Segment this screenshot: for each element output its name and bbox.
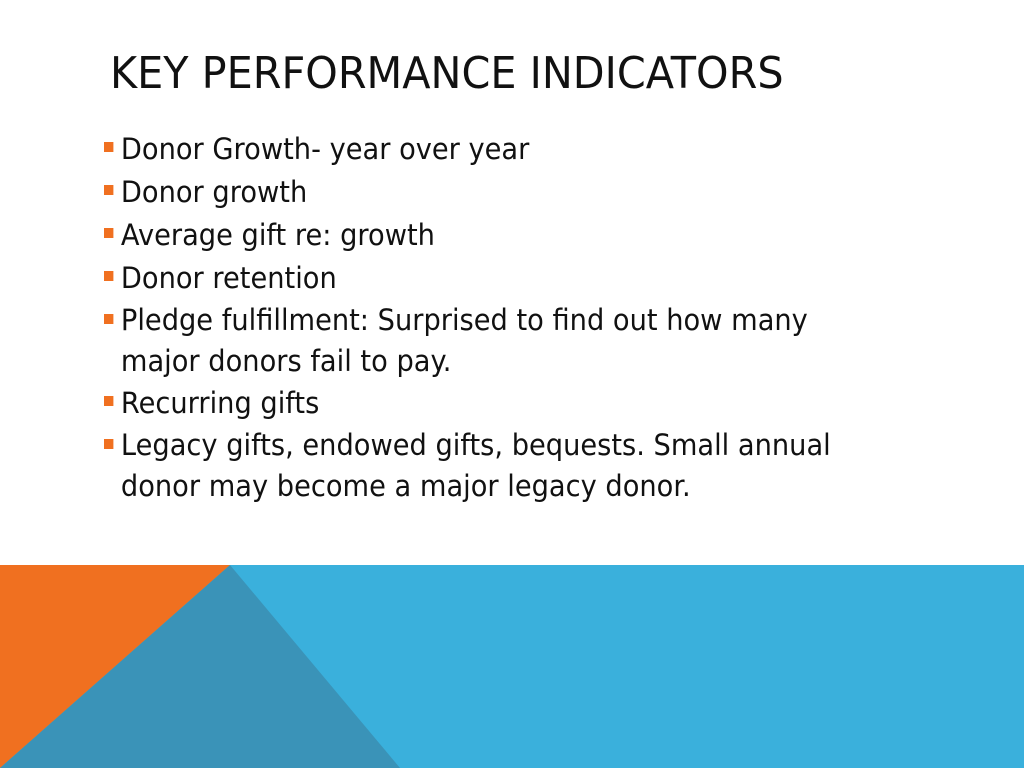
square-bullet-icon <box>104 396 114 406</box>
bullet-item-average-gift: Average gift re: growth <box>104 214 875 257</box>
bullet-text: Average gift re: growth <box>120 218 435 252</box>
bullet-text: Legacy gifts, endowed gifts, bequests. S… <box>120 428 831 503</box>
bullet-text: Donor growth <box>120 175 308 209</box>
bullet-item-pledge-fulfillment: Pledge fulfillment: Surprised to find ou… <box>104 300 875 382</box>
bullet-text: Pledge fulfillment: Surprised to find ou… <box>120 303 808 378</box>
bullet-item-donor-retention: Donor retention <box>104 257 875 300</box>
square-bullet-icon <box>104 185 114 195</box>
bullet-item-donor-growth-yoy: Donor Growth- year over year <box>104 128 875 171</box>
decorative-footer-band <box>0 565 1024 768</box>
bullet-list: Donor Growth- year over year Donor growt… <box>104 128 924 507</box>
square-bullet-icon <box>104 228 114 238</box>
square-bullet-icon <box>104 439 114 449</box>
slide-title: KEY PERFORMANCE INDICATORS <box>110 48 784 99</box>
square-bullet-icon <box>104 142 114 152</box>
bullet-text: Donor retention <box>120 261 337 295</box>
teal-triangle <box>0 565 400 768</box>
bullet-item-recurring-gifts: Recurring gifts <box>104 382 875 425</box>
bullet-item-donor-growth: Donor growth <box>104 171 875 214</box>
square-bullet-icon <box>104 314 114 324</box>
bullet-text: Donor Growth- year over year <box>120 132 530 166</box>
bullet-text: Recurring gifts <box>120 386 320 420</box>
bullet-item-legacy-gifts: Legacy gifts, endowed gifts, bequests. S… <box>104 425 875 507</box>
square-bullet-icon <box>104 271 114 281</box>
